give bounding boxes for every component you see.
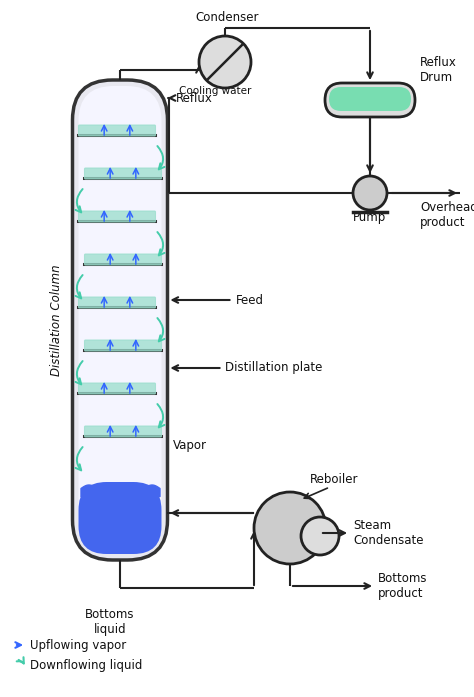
FancyBboxPatch shape xyxy=(79,297,155,308)
Text: Reflux: Reflux xyxy=(175,91,212,105)
Text: Distillation Column: Distillation Column xyxy=(50,264,63,376)
FancyBboxPatch shape xyxy=(84,168,162,179)
Text: Reflux
Drum: Reflux Drum xyxy=(420,56,457,84)
Text: Bottoms
product: Bottoms product xyxy=(378,572,428,600)
Text: Upflowing vapor: Upflowing vapor xyxy=(30,638,126,652)
Text: Cooling water: Cooling water xyxy=(179,86,251,96)
FancyBboxPatch shape xyxy=(79,86,162,554)
Text: Pump: Pump xyxy=(354,211,387,224)
Circle shape xyxy=(199,36,251,88)
Circle shape xyxy=(353,176,387,210)
Text: Steam
Condensate: Steam Condensate xyxy=(353,519,423,547)
FancyBboxPatch shape xyxy=(79,383,155,394)
Circle shape xyxy=(301,517,339,555)
Text: Bottoms
liquid: Bottoms liquid xyxy=(85,608,135,636)
FancyBboxPatch shape xyxy=(73,80,167,560)
Text: Vapor: Vapor xyxy=(173,438,207,452)
FancyBboxPatch shape xyxy=(79,125,155,136)
FancyBboxPatch shape xyxy=(84,340,162,351)
Text: Condenser: Condenser xyxy=(195,11,259,24)
Circle shape xyxy=(254,492,326,564)
FancyBboxPatch shape xyxy=(84,426,162,437)
FancyBboxPatch shape xyxy=(84,254,162,265)
FancyBboxPatch shape xyxy=(329,87,411,111)
Text: Reboiler: Reboiler xyxy=(310,473,358,486)
FancyBboxPatch shape xyxy=(79,482,162,554)
Text: Distillation plate: Distillation plate xyxy=(226,362,323,374)
Text: Feed: Feed xyxy=(236,293,264,307)
FancyBboxPatch shape xyxy=(79,211,155,222)
FancyBboxPatch shape xyxy=(325,83,415,117)
Text: Downflowing liquid: Downflowing liquid xyxy=(30,659,142,671)
Text: Overhead
product: Overhead product xyxy=(420,201,474,229)
